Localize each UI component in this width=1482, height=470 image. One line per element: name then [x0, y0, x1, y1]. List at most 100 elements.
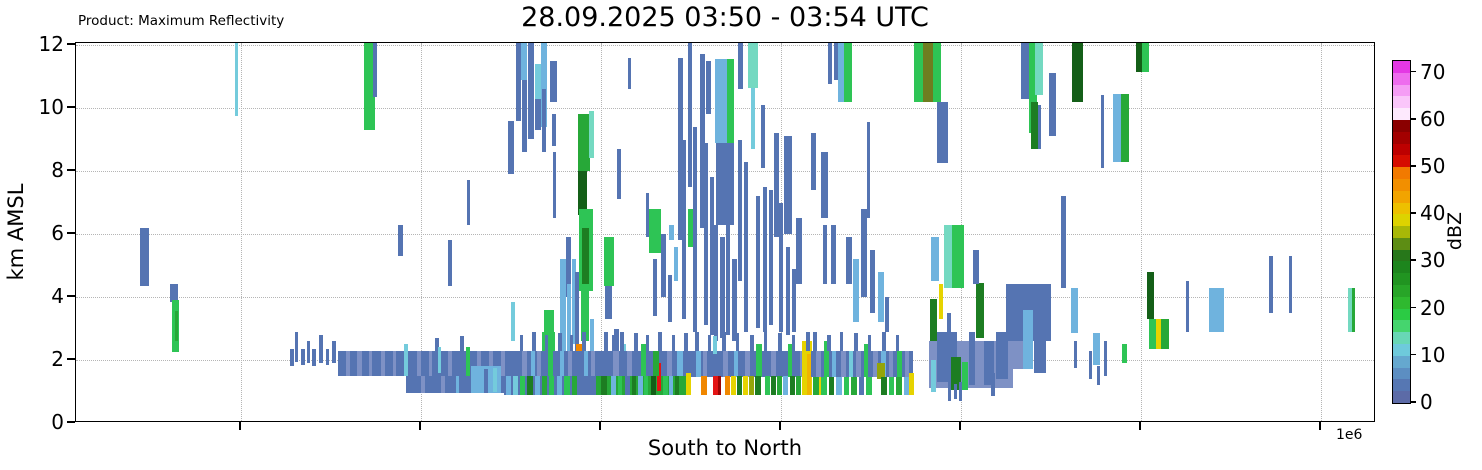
colorbar-tick-mark — [1410, 117, 1416, 120]
reflectivity-bar — [726, 215, 730, 335]
reflectivity-bar — [813, 331, 817, 351]
reflectivity-bar — [821, 152, 828, 219]
reflectivity-bar — [578, 171, 587, 216]
reflectivity-bar — [861, 208, 867, 297]
reflectivity-bar — [846, 237, 852, 285]
reflectivity-bar — [641, 344, 646, 376]
reflectivity-bar — [695, 331, 699, 351]
reflectivity-bar — [769, 189, 773, 326]
reflectivity-bar — [590, 319, 594, 364]
reflectivity-bar — [1072, 43, 1083, 102]
reflectivity-bar — [737, 375, 742, 396]
reflectivity-bar — [700, 54, 705, 228]
reflectivity-bar — [738, 43, 743, 90]
x-tick-mark — [1139, 422, 1141, 430]
colorbar-tick-label: 40 — [1420, 201, 1446, 226]
reflectivity-bar — [716, 142, 734, 225]
reflectivity-bar — [528, 43, 534, 140]
reflectivity-bar — [841, 350, 846, 378]
reflectivity-bar — [467, 180, 470, 225]
reflectivity-bar — [674, 246, 678, 282]
reflectivity-bar — [750, 334, 754, 351]
colorbar-segment — [1393, 237, 1410, 251]
reflectivity-bar — [357, 350, 362, 376]
colorbar-segment — [1393, 391, 1410, 404]
reflectivity-bar — [456, 375, 459, 394]
x-tick-mark — [779, 422, 781, 430]
y-tick-mark — [67, 169, 75, 171]
reflectivity-bar — [763, 186, 767, 332]
reflectivity-bar — [973, 249, 979, 285]
reflectivity-bar — [734, 350, 738, 378]
reflectivity-bar — [620, 331, 624, 351]
reflectivity-bar — [748, 43, 758, 88]
reflectivity-bar — [731, 375, 736, 396]
reflectivity-bar — [836, 377, 842, 396]
reflectivity-bar — [816, 350, 821, 378]
reflectivity-bar — [807, 353, 811, 395]
reflectivity-bar — [896, 377, 902, 396]
reflectivity-bar — [792, 334, 795, 351]
colorbar-tick-mark — [1410, 401, 1416, 403]
reflectivity-bar — [632, 375, 636, 395]
y-tick-mark — [67, 106, 75, 108]
reflectivity-bar — [856, 350, 861, 378]
reflectivity-bar — [1147, 271, 1154, 320]
reflectivity-bar — [720, 237, 725, 338]
colorbar-segment — [1393, 131, 1410, 145]
reflectivity-bar — [827, 334, 831, 351]
reflectivity-bar — [1089, 350, 1092, 379]
reflectivity-bar — [369, 350, 372, 376]
reflectivity-bar — [549, 375, 554, 395]
reflectivity-bar — [584, 350, 588, 376]
y-axis-label: km AMSL — [4, 183, 28, 281]
x-axis-label: South to North — [647, 436, 803, 460]
reflectivity-bar — [976, 282, 984, 338]
x-tick-mark — [959, 422, 961, 430]
x-tick-mark — [599, 422, 601, 430]
colorbar-label: dBZ — [1444, 211, 1466, 251]
reflectivity-bar — [952, 224, 964, 288]
reflectivity-bar — [564, 375, 570, 395]
reflectivity-bar — [404, 344, 408, 376]
reflectivity-bar — [923, 43, 933, 102]
colorbar-segment — [1393, 214, 1410, 227]
reflectivity-bar — [765, 375, 770, 396]
reflectivity-bar — [516, 43, 521, 121]
reflectivity-bar — [704, 142, 708, 326]
reflectivity-bar — [969, 331, 975, 386]
y-tick-label: 6 — [51, 221, 64, 245]
reflectivity-bar — [761, 104, 765, 168]
reflectivity-bar — [578, 114, 590, 171]
vertical-gridline — [421, 43, 422, 421]
vertical-gridline — [601, 43, 602, 421]
reflectivity-bar — [786, 246, 790, 335]
reflectivity-bar — [713, 336, 717, 354]
reflectivity-bar — [715, 59, 728, 143]
reflectivity-bar — [796, 218, 802, 285]
reflectivity-bar — [864, 344, 868, 378]
reflectivity-bar — [1113, 93, 1122, 162]
colorbar-segment — [1393, 367, 1410, 380]
colorbar-segment — [1393, 143, 1410, 156]
reflectivity-bar — [813, 377, 819, 396]
y-tick-mark — [67, 232, 75, 234]
reflectivity-bar — [996, 331, 1008, 379]
reflectivity-bar — [513, 375, 518, 395]
reflectivity-bar — [885, 297, 889, 332]
colorbar-segment — [1393, 72, 1410, 86]
reflectivity-bar — [319, 334, 323, 364]
reflectivity-bar — [870, 249, 875, 313]
reflectivity-bar — [644, 375, 648, 395]
reflectivity-bar — [605, 285, 612, 320]
reflectivity-bar — [326, 348, 329, 365]
colorbar-segment — [1393, 84, 1410, 97]
reflectivity-bar — [688, 208, 693, 247]
colorbar-tick-mark — [1410, 70, 1416, 73]
reflectivity-bar — [691, 350, 813, 378]
reflectivity-bar — [669, 224, 674, 241]
reflectivity-bar — [738, 139, 742, 282]
reflectivity-bar — [558, 333, 562, 351]
reflectivity-bar — [725, 375, 730, 396]
colorbar-tick-mark — [1410, 306, 1416, 309]
